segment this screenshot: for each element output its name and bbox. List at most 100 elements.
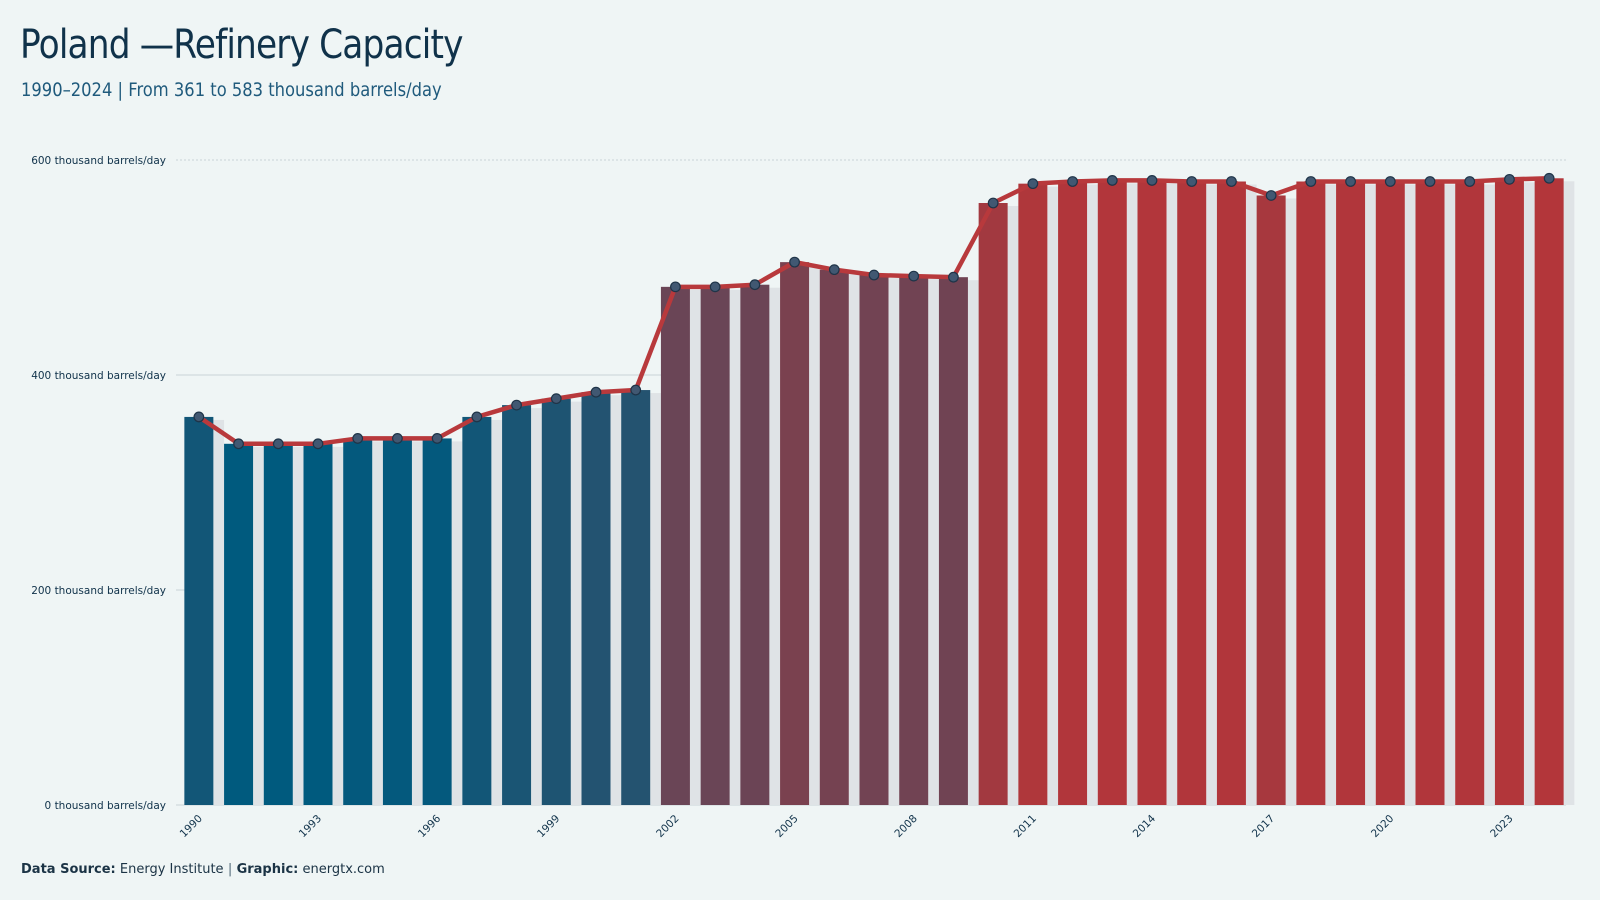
bar: [938, 277, 968, 805]
data-point: [471, 411, 483, 423]
x-tick-label: 1990: [178, 813, 205, 840]
source-label: Data Source:: [21, 862, 116, 877]
bar-gap: [332, 446, 344, 805]
bar: [224, 443, 254, 805]
data-point: [1067, 176, 1078, 187]
bar: [1097, 180, 1127, 806]
source-caption: Data Source: Energy Institute | Graphic:…: [21, 862, 385, 877]
graphic-value: energtx.com: [302, 862, 385, 877]
y-tick-label: 600 thousand barrels/day: [31, 155, 166, 167]
bar-gap: [1245, 184, 1257, 805]
bar-gap: [1365, 184, 1376, 805]
bar-gap: [1325, 184, 1337, 805]
data-point: [1543, 172, 1555, 184]
bar-gap: [570, 401, 582, 805]
data-point: [193, 411, 205, 423]
data-point: [1384, 176, 1396, 187]
bar-gap: [809, 265, 820, 805]
x-tick-label: 2017: [1250, 813, 1277, 840]
bar-gap: [1047, 186, 1059, 805]
data-point: [312, 438, 324, 450]
bar: [184, 416, 214, 805]
bar-gap: [729, 289, 741, 806]
x-tick-label: 1993: [297, 813, 324, 840]
bar-series: [184, 178, 1575, 806]
data-point: [828, 264, 840, 276]
bar: [303, 443, 333, 805]
data-point: [630, 384, 642, 396]
data-point: [1345, 176, 1356, 187]
bar-gap: [1563, 181, 1575, 805]
bar: [1455, 181, 1485, 805]
data-point: [550, 393, 562, 405]
x-tick-label: 2005: [773, 813, 800, 840]
data-point: [272, 438, 284, 450]
bar-gap: [1285, 198, 1297, 806]
x-axis-ticks: 1990 1993 1996 1999 2002 2005 2008 2011 2014 2017…: [178, 812, 1516, 840]
graphic-label: Graphic:: [236, 862, 299, 877]
bar: [621, 390, 651, 805]
bar: [1336, 181, 1366, 805]
bar-gap: [1126, 183, 1138, 806]
bar-gap: [1484, 184, 1495, 805]
bar-gap: [1166, 183, 1178, 806]
caption-separator: |: [227, 862, 233, 877]
data-point: [392, 433, 403, 444]
bar-gap: [1444, 184, 1456, 805]
bar-gap: [213, 419, 225, 805]
bar: [462, 416, 492, 805]
bar-gap: [1523, 182, 1535, 806]
bar: [1534, 178, 1564, 805]
data-point: [431, 433, 443, 444]
bar-gap: [411, 441, 423, 805]
data-point: [233, 438, 244, 450]
data-point: [948, 271, 959, 283]
bar-gap: [253, 446, 264, 805]
bar: [541, 398, 571, 805]
bar-gap: [1206, 184, 1217, 805]
data-point: [1106, 175, 1118, 186]
data-point: [908, 270, 920, 282]
bar: [899, 276, 929, 806]
bar: [343, 438, 373, 805]
data-point: [1186, 176, 1198, 187]
bar: [1415, 181, 1445, 805]
bar-gap: [372, 441, 383, 805]
x-tick-label: 2014: [1131, 812, 1159, 840]
y-tick-label: 200 thousand barrels/day: [31, 585, 166, 597]
data-point: [1027, 178, 1039, 190]
x-tick-label: 2008: [892, 813, 919, 840]
bar-gap: [928, 279, 939, 806]
chart-subtitle: 1990–2024 | From 361 to 583 thousand bar…: [21, 79, 442, 101]
data-point: [1265, 190, 1277, 201]
data-point: [1226, 176, 1237, 187]
data-point: [749, 279, 761, 291]
bar: [581, 392, 611, 805]
bar-gap: [650, 393, 661, 805]
data-point: [1504, 173, 1515, 185]
bar: [700, 286, 730, 806]
bar-gap: [1404, 184, 1416, 805]
x-tick-label: 2002: [654, 813, 681, 840]
bar: [1216, 181, 1246, 805]
bar: [422, 438, 452, 805]
marker-series: [193, 172, 1555, 450]
data-point: [709, 281, 721, 293]
bar: [382, 438, 412, 805]
bar: [1296, 181, 1326, 805]
bar: [1137, 180, 1167, 806]
bar: [1018, 183, 1048, 805]
bar-gap: [292, 446, 304, 805]
x-tick-label: 2020: [1369, 813, 1396, 840]
data-point: [352, 433, 364, 444]
bar: [1494, 179, 1524, 806]
bar: [1375, 181, 1405, 805]
bar: [780, 262, 810, 805]
bar: [1177, 181, 1207, 805]
bar: [502, 405, 532, 805]
data-point: [511, 399, 522, 411]
source-value: Energy Institute: [119, 862, 224, 877]
bar-gap: [848, 272, 860, 805]
x-tick-label: 1996: [416, 812, 444, 840]
